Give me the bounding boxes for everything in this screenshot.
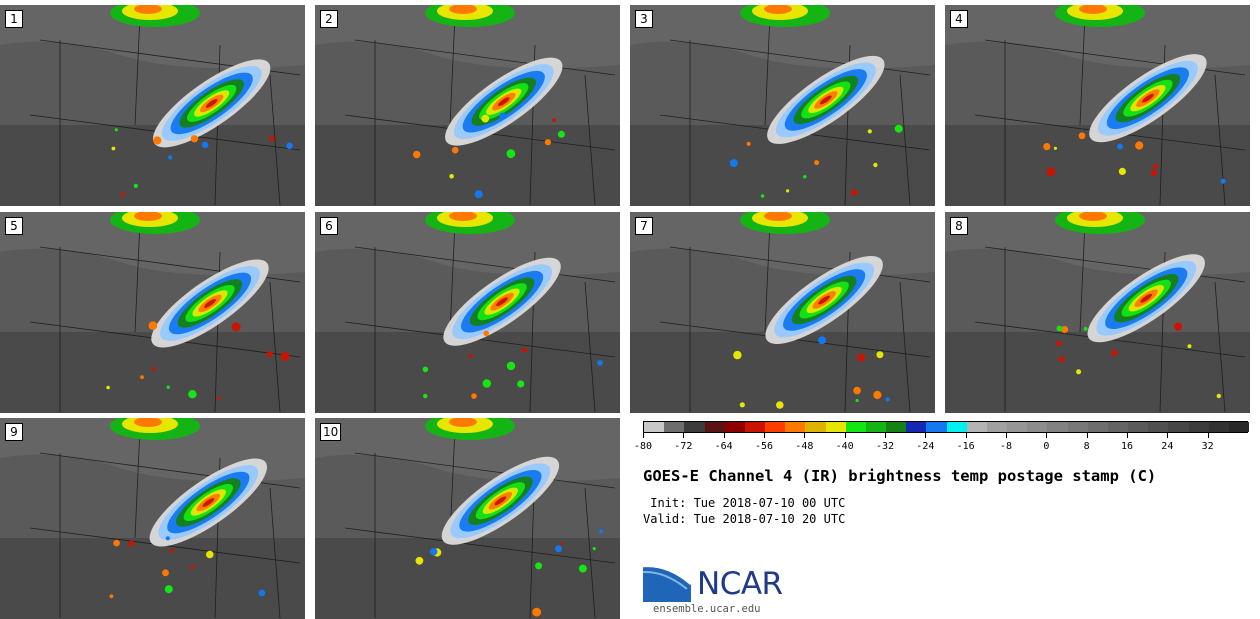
colorbar-tick-label: 32 [1201, 441, 1214, 452]
colorbar-bin [946, 422, 968, 432]
forecast-panel-6: 6 [315, 212, 620, 413]
logo-text: NCAR [697, 566, 783, 602]
colorbar-bin [886, 422, 907, 432]
colorbar [643, 421, 1250, 433]
colorbar-bin [644, 422, 665, 432]
colorbar-tick [925, 433, 927, 438]
colorbar-bin [765, 422, 786, 432]
site-url: ensemble.ucar.edu [653, 603, 761, 615]
colorbar-tick-label: -32 [875, 441, 895, 452]
colorbar-bin [744, 422, 766, 432]
colorbar-tick [723, 433, 725, 438]
colorbar-bin [986, 422, 1008, 432]
colorbar-bin [704, 422, 726, 432]
forecast-panel-3: 3 [630, 5, 935, 206]
colorbar-bin [1107, 422, 1129, 432]
colorbar-tick [1127, 433, 1128, 438]
colorbar-tick-label: -72 [674, 441, 693, 452]
colorbar-tick [1207, 433, 1209, 438]
colorbar-tick-label: 0 [1043, 441, 1050, 452]
panel-number: 9 [5, 423, 23, 441]
colorbar-bin [1228, 422, 1250, 432]
colorbar-tick [885, 433, 886, 438]
forecast-panel-9: 9 [0, 418, 305, 619]
forecast-panel-2: 2 [315, 5, 620, 206]
panel-number: 8 [950, 217, 968, 235]
colorbar-bin [1188, 422, 1210, 432]
colorbar-tick [764, 433, 765, 438]
colorbar-tick-label: 24 [1161, 441, 1174, 452]
colorbar-tick-label: -8 [999, 441, 1013, 452]
colorbar-bin [966, 422, 988, 432]
forecast-panel-1: 1 [0, 5, 305, 206]
forecast-panel-4: 4 [945, 5, 1250, 206]
panel-number: 1 [5, 10, 23, 28]
colorbar-bin [1007, 422, 1028, 432]
colorbar-tick-label: -48 [795, 441, 814, 452]
colorbar-tick [965, 433, 967, 438]
colorbar-bin [1168, 422, 1189, 432]
panel-number: 7 [635, 217, 653, 235]
forecast-panel-7: 7 [630, 212, 935, 413]
plot-title: GOES-E Channel 4 (IR) brightness temp po… [643, 467, 1157, 485]
colorbar-bin [906, 422, 927, 432]
colorbar-bin [805, 422, 826, 432]
colorbar-tick [1046, 433, 1048, 438]
colorbar-bin [865, 422, 887, 432]
colorbar-bin [1027, 422, 1048, 432]
colorbar-tick-label: -24 [916, 441, 935, 452]
colorbar-tick [1167, 433, 1169, 438]
colorbar-bin [724, 422, 746, 432]
colorbar-bin [825, 422, 847, 432]
valid-time: Valid: Tue 2018-07-10 20 UTC [643, 512, 846, 526]
colorbar-bin [845, 422, 867, 432]
colorbar-bin [785, 422, 806, 432]
colorbar-tick [1086, 433, 1088, 438]
panel-number: 6 [320, 217, 338, 235]
colorbar-bin [1128, 422, 1149, 432]
colorbar-bin [684, 422, 705, 432]
colorbar-tick-label: 16 [1120, 441, 1134, 452]
colorbar-tick [1006, 433, 1007, 438]
colorbar-bin [1148, 422, 1169, 432]
panel-number: 2 [320, 10, 338, 28]
panel-number: 10 [320, 423, 342, 441]
colorbar-bin [664, 422, 685, 432]
colorbar-tick-label: -64 [714, 441, 733, 452]
forecast-panel-5: 5 [0, 212, 305, 413]
colorbar-tick-label: -80 [633, 441, 653, 452]
panel-number: 3 [635, 10, 653, 28]
colorbar-tick [643, 433, 644, 438]
colorbar-tick [844, 433, 846, 438]
colorbar-bin [1067, 422, 1089, 432]
colorbar-bin [1087, 422, 1109, 432]
colorbar-bin [1208, 422, 1230, 432]
colorbar-tick-label: -40 [835, 441, 854, 452]
forecast-panel-8: 8 [945, 212, 1250, 413]
colorbar-tick-label: -56 [754, 441, 774, 452]
colorbar-bin [1047, 422, 1068, 432]
forecast-panel-10: 10 [315, 418, 620, 619]
colorbar-ticks: -80 -72 -64 -56 -48 -40 -32 -24 -16 -8 0 8 16 24 32 [634, 433, 1248, 457]
panel-number: 4 [950, 10, 968, 28]
colorbar-bin [926, 422, 947, 432]
colorbar-tick-label: -16 [956, 441, 975, 452]
colorbar-tick [804, 433, 806, 438]
panel-number: 5 [5, 217, 23, 235]
colorbar-tick-label: 8 [1083, 441, 1090, 452]
ncar-logo-icon [643, 564, 692, 602]
colorbar-tick [683, 433, 685, 438]
init-time: Init: Tue 2018-07-10 00 UTC [643, 496, 846, 510]
